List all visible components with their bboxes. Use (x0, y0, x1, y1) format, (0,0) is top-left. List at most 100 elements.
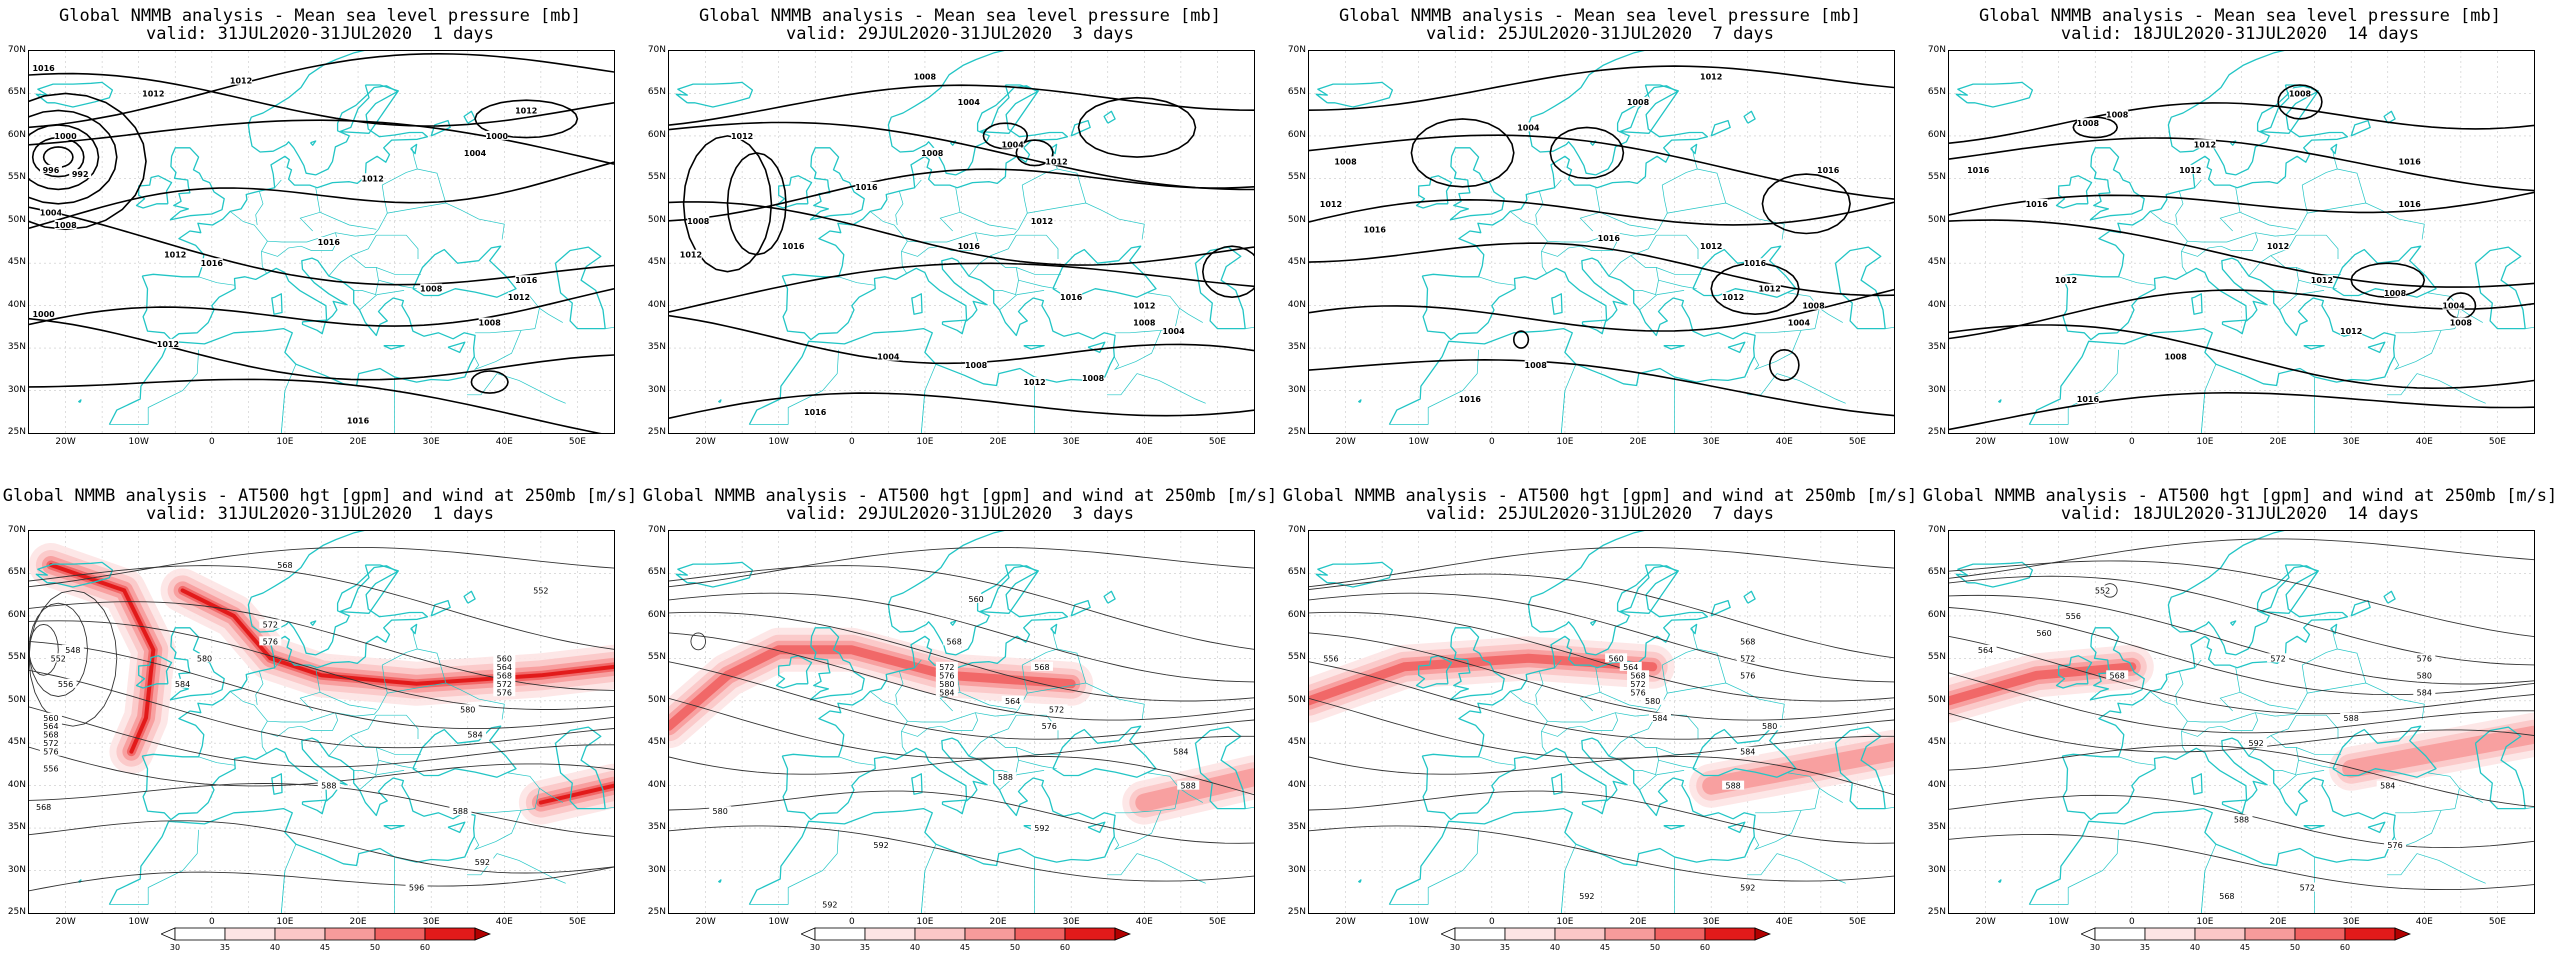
contour-label: 576 (1630, 688, 1645, 697)
isoline (1949, 833, 2534, 891)
country-border (1747, 853, 1778, 876)
contour-label: 1012 (2055, 276, 2077, 285)
contour-label: 556 (58, 680, 73, 689)
latitude-label: 65N (1287, 87, 1306, 98)
contour-label: 1008 (1082, 374, 1105, 383)
contour-label: 1008 (1133, 319, 1156, 328)
longitude-label: 20W (695, 437, 716, 447)
colorbar-swatch (2094, 927, 2146, 941)
latitude-label: 60N (1927, 609, 1946, 620)
country-border (1560, 870, 1566, 913)
isoline (1309, 358, 1894, 417)
contour-label-bg (2164, 351, 2187, 361)
contour-label-bg (1967, 164, 1990, 174)
colorbar-tick-label: 40 (269, 943, 281, 952)
country-border (2459, 307, 2483, 323)
longitude-label: 10W (2048, 917, 2069, 927)
coastlines (1955, 531, 2534, 913)
contour-label-bg (2245, 738, 2268, 748)
contour-label: 552 (2095, 586, 2110, 595)
longitude-label: 30E (2342, 437, 2360, 447)
isoline (1309, 134, 1894, 200)
isoline (669, 592, 1254, 683)
coastline (1955, 561, 2034, 588)
contour-label-bg (2025, 198, 2048, 208)
coastline (271, 773, 283, 795)
country-border (1662, 168, 1727, 204)
closed-isoline (29, 92, 147, 231)
contour-label-bg (1758, 283, 1781, 293)
contour-label-bg (1060, 292, 1083, 302)
country-border (2525, 326, 2534, 329)
longitude-label: 10W (128, 917, 149, 927)
country-border (1630, 735, 1659, 776)
country-border (1147, 292, 1180, 329)
coastline (169, 627, 225, 701)
closed-isoline (682, 135, 773, 273)
country-border (1245, 806, 1254, 809)
coastline (554, 246, 606, 330)
coastline (135, 175, 173, 209)
country-border (475, 808, 536, 814)
country-border (1018, 279, 1057, 290)
country-border (999, 770, 1045, 791)
country-border (1135, 330, 1162, 363)
country-border (2393, 356, 2416, 371)
contour-label: 1016 (1060, 293, 1083, 302)
contour-label-bg (420, 283, 443, 293)
contour-label: 568 (36, 803, 51, 812)
country-border (959, 211, 1017, 230)
latitude-label: 55N (1927, 652, 1946, 663)
coastline (782, 51, 1069, 278)
contour-label: 1012 (362, 174, 384, 183)
contour-label: 1008 (1627, 98, 1650, 107)
isoline (1309, 546, 1894, 588)
colorbar-swatch (1604, 927, 1656, 941)
contour-label: 1016 (804, 408, 827, 417)
country-border (496, 373, 566, 404)
contour-label-bg (1319, 198, 1342, 208)
longitude-label: 30E (1702, 917, 1720, 927)
contour-label-bg (69, 169, 92, 179)
contour-label: 556 (43, 765, 58, 774)
contour-label: 572 (2270, 654, 2285, 663)
isoline (1309, 65, 1894, 111)
contour-label-bg (464, 147, 487, 157)
contour-label: 572 (2300, 884, 2315, 893)
contour-lines (1949, 538, 2534, 891)
coastline (2350, 119, 2371, 137)
latitude-label: 60N (1927, 129, 1946, 140)
coastline (1690, 143, 1698, 155)
colorbar-swatch (814, 927, 866, 941)
closed-isoline (1549, 126, 1625, 180)
longitude-label: 20W (1335, 917, 1356, 927)
isoline (1309, 697, 1894, 759)
latitude-label: 45N (1287, 257, 1306, 268)
longitude-label: 10E (2196, 437, 2214, 447)
contour-label: 1012 (1759, 285, 1781, 294)
contour-label: 568 (2110, 671, 2125, 680)
country-border (1147, 772, 1180, 809)
colorbar-tick-label: 40 (2189, 943, 2201, 952)
coastline (447, 341, 466, 354)
country-border (411, 148, 418, 170)
coastline (271, 293, 283, 315)
coastline (2089, 627, 2145, 701)
map-panel-4: Global NMMB analysis - Mean sea level pr… (1920, 0, 2560, 480)
country-border (2181, 232, 2258, 257)
contour-label-bg (1045, 704, 1068, 714)
contour-label-bg (464, 729, 487, 739)
isoline (29, 378, 602, 433)
country-border (2149, 211, 2188, 274)
isoline (1949, 391, 2534, 431)
map-panel-2: Global NMMB analysis - Mean sea level pr… (640, 0, 1280, 480)
country-border (2427, 772, 2460, 809)
latitude-label: 35N (1287, 342, 1306, 353)
coastline (554, 726, 606, 810)
country-border (1245, 326, 1254, 329)
contour-label: 1016 (958, 242, 981, 251)
coastline (775, 655, 813, 689)
contour-label: 560 (2036, 629, 2051, 638)
isoline (29, 317, 614, 381)
country-border (299, 667, 321, 712)
